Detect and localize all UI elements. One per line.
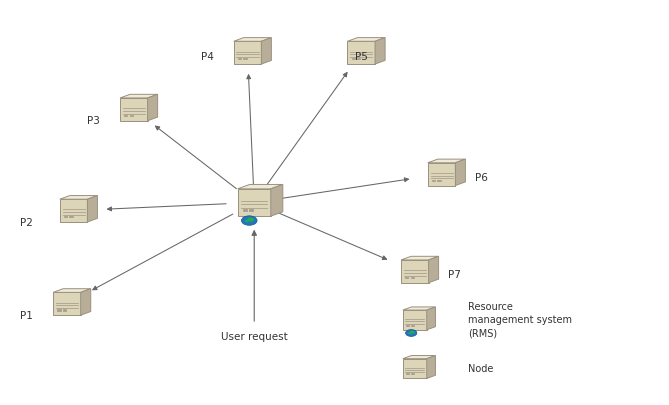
Circle shape	[242, 216, 257, 225]
Polygon shape	[233, 38, 272, 41]
Polygon shape	[401, 256, 439, 260]
Bar	[438, 180, 441, 181]
Bar	[411, 277, 414, 278]
Text: P5: P5	[355, 52, 368, 62]
Circle shape	[410, 331, 415, 334]
Text: P2: P2	[20, 218, 33, 228]
FancyBboxPatch shape	[120, 98, 148, 121]
Bar	[411, 373, 414, 375]
Polygon shape	[427, 159, 466, 163]
Bar	[406, 373, 409, 375]
FancyBboxPatch shape	[237, 189, 271, 216]
Bar	[405, 277, 409, 278]
Text: P6: P6	[475, 173, 488, 183]
Polygon shape	[120, 94, 158, 98]
Text: P1: P1	[20, 311, 33, 321]
Bar	[357, 58, 361, 60]
Bar	[58, 309, 61, 311]
Bar	[250, 209, 254, 211]
FancyBboxPatch shape	[233, 41, 262, 64]
Polygon shape	[53, 289, 91, 292]
Polygon shape	[88, 196, 98, 222]
FancyBboxPatch shape	[53, 292, 81, 315]
Circle shape	[245, 220, 249, 222]
Bar	[244, 58, 247, 60]
Circle shape	[408, 333, 411, 334]
Polygon shape	[148, 94, 158, 121]
FancyBboxPatch shape	[60, 199, 88, 222]
FancyBboxPatch shape	[347, 41, 375, 64]
Polygon shape	[427, 307, 436, 330]
Bar	[64, 216, 68, 217]
Circle shape	[405, 330, 417, 337]
Polygon shape	[237, 184, 283, 189]
Polygon shape	[81, 289, 91, 315]
Text: User request: User request	[221, 332, 288, 342]
Text: P7: P7	[448, 271, 462, 280]
Polygon shape	[429, 256, 439, 283]
Polygon shape	[456, 159, 466, 185]
Bar	[238, 58, 242, 60]
Text: Resource
management system
(RMS): Resource management system (RMS)	[468, 302, 572, 338]
Text: P3: P3	[87, 117, 100, 126]
Text: P4: P4	[201, 52, 214, 62]
Polygon shape	[403, 307, 436, 310]
FancyBboxPatch shape	[427, 163, 456, 185]
Bar	[432, 180, 436, 181]
Polygon shape	[271, 184, 283, 216]
Polygon shape	[60, 196, 98, 199]
Bar	[352, 58, 355, 60]
Polygon shape	[262, 38, 272, 64]
Polygon shape	[427, 356, 436, 378]
Polygon shape	[403, 356, 436, 359]
FancyBboxPatch shape	[403, 310, 427, 330]
Polygon shape	[347, 38, 385, 41]
Circle shape	[248, 217, 254, 222]
Bar	[411, 325, 414, 326]
Bar	[63, 309, 66, 311]
Bar	[124, 115, 128, 116]
FancyBboxPatch shape	[401, 260, 429, 283]
Bar	[243, 209, 247, 211]
Polygon shape	[375, 38, 385, 64]
Bar	[406, 325, 409, 326]
Bar	[70, 216, 73, 217]
Text: Node: Node	[468, 364, 494, 373]
Bar	[130, 115, 133, 116]
FancyBboxPatch shape	[403, 359, 427, 378]
